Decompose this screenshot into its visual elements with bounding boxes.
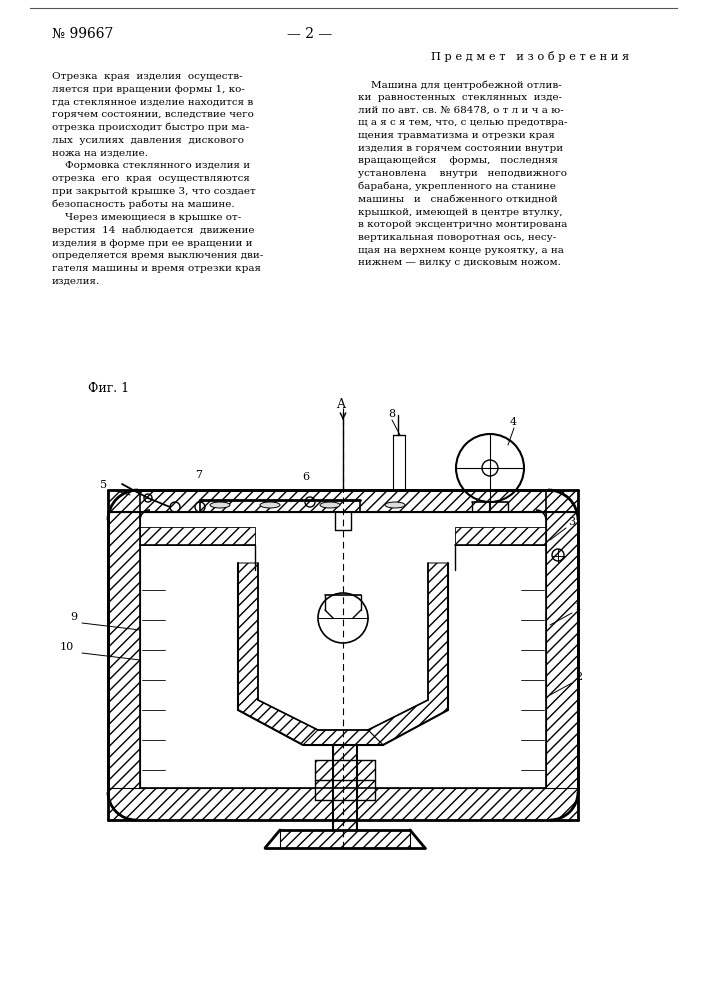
Text: 5: 5 (100, 480, 107, 490)
Bar (108, 490, 578, 512)
Text: 9: 9 (70, 612, 77, 622)
Ellipse shape (210, 502, 230, 508)
Bar (280, 830, 410, 848)
Text: 2: 2 (575, 672, 582, 682)
Text: 6: 6 (302, 472, 309, 482)
Bar (108, 490, 140, 820)
Bar (140, 527, 255, 545)
Polygon shape (368, 563, 448, 745)
Text: 10: 10 (60, 642, 74, 652)
Polygon shape (238, 563, 318, 745)
Text: 8: 8 (388, 409, 395, 419)
Bar (108, 788, 578, 820)
Bar (333, 745, 357, 830)
Text: 3: 3 (568, 517, 575, 527)
Text: 4: 4 (510, 417, 517, 427)
Text: Фиг. 1: Фиг. 1 (88, 382, 129, 395)
Text: Отрезка  края  изделия  осуществ-
ляется при вращении формы 1, ко-
гда стеклянно: Отрезка края изделия осуществ- ляется пр… (52, 72, 263, 286)
Ellipse shape (320, 502, 340, 508)
Text: A: A (337, 398, 346, 411)
Text: Машина для центробежной отлив-
ки  равностенных  стеклянных  изде-
лий по авт. с: Машина для центробежной отлив- ки равнос… (358, 80, 568, 267)
Ellipse shape (385, 502, 405, 508)
Text: 1: 1 (575, 602, 582, 612)
Text: 7: 7 (195, 470, 202, 480)
Text: № 99667: № 99667 (52, 27, 113, 41)
Bar (455, 527, 546, 545)
Text: П р е д м е т   и з о б р е т е н и я: П р е д м е т и з о б р е т е н и я (431, 51, 629, 62)
Bar (546, 490, 578, 820)
Ellipse shape (260, 502, 280, 508)
Text: — 2 —: — 2 — (287, 27, 332, 41)
Bar (315, 760, 375, 800)
Polygon shape (303, 730, 383, 745)
